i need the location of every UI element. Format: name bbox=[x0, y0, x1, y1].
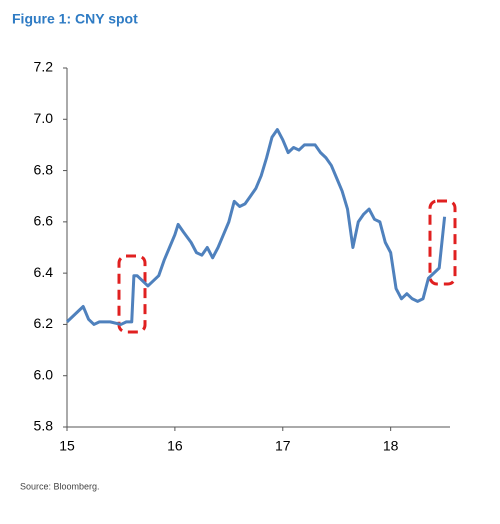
chart-title: Figure 1: CNY spot bbox=[12, 11, 138, 27]
x-tick-label: 18 bbox=[383, 438, 399, 454]
y-tick-label: 6.0 bbox=[34, 366, 54, 382]
y-tick-label: 6.2 bbox=[34, 315, 54, 331]
y-tick-label: 7.2 bbox=[34, 59, 54, 75]
y-tick-label: 5.8 bbox=[34, 418, 54, 434]
y-tick-label: 7.0 bbox=[34, 110, 54, 126]
x-tick-label: 16 bbox=[167, 438, 183, 454]
y-tick-label: 6.6 bbox=[34, 213, 54, 229]
y-tick-label: 6.8 bbox=[34, 161, 54, 177]
highlight-box bbox=[428, 199, 457, 286]
x-tick-label: 17 bbox=[275, 438, 291, 454]
line bbox=[65, 128, 447, 326]
source: Source: Bloomberg. bbox=[20, 481, 100, 491]
x-tick-label: 15 bbox=[59, 438, 75, 454]
highlight-box bbox=[117, 254, 147, 334]
y-tick-label: 6.4 bbox=[34, 264, 54, 280]
